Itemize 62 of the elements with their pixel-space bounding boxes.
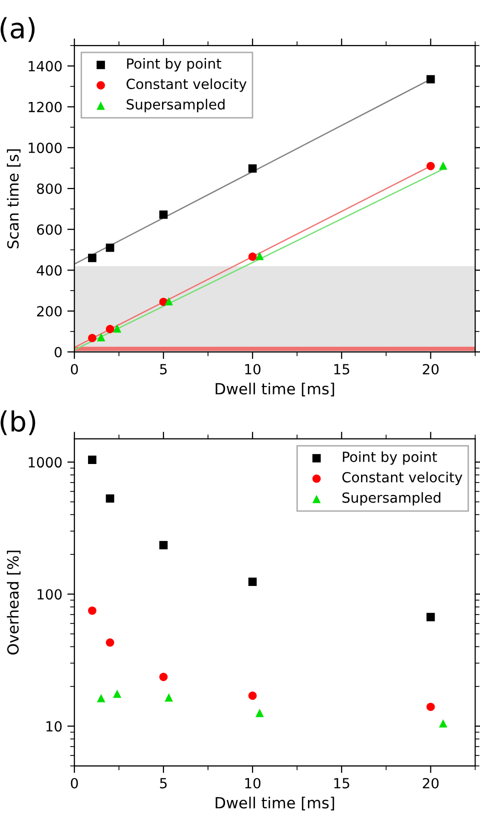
y-tick-label: 800: [37, 183, 62, 194]
legend-label: Point by point: [127, 58, 222, 72]
y-tick-label: 1200: [28, 102, 62, 112]
point: [112, 690, 122, 698]
chart-title: (a): [0, 17, 35, 42]
point: [426, 702, 435, 712]
point: [106, 244, 114, 252]
point: [88, 254, 96, 262]
point: [438, 719, 448, 728]
x-tick-label: 10: [245, 364, 260, 374]
y-tick-label: 100: [38, 589, 62, 600]
point: [426, 75, 435, 84]
point: [248, 164, 257, 173]
legend-label: Constant velocity: [126, 78, 247, 92]
x-tick-label: 20: [422, 364, 439, 374]
point: [88, 334, 96, 342]
point: [426, 162, 435, 170]
point: [426, 612, 435, 622]
point: [164, 693, 173, 702]
legend-label: Supersampled: [342, 492, 440, 506]
y-tick-label: 10: [46, 721, 62, 732]
x-tick-label: 20: [422, 778, 439, 788]
point: [248, 692, 257, 700]
x-tick-label: 10: [245, 778, 260, 788]
y-tick-label: 1400: [28, 60, 62, 72]
point: [248, 578, 257, 586]
point: [248, 252, 257, 261]
point: [164, 297, 173, 306]
point: [88, 606, 96, 615]
legend-label: Supersampled: [126, 98, 225, 112]
point: [159, 672, 168, 682]
x-axis-title: Dwell time [ms]: [216, 796, 334, 810]
y-axis-title: Scan time [s]: [6, 149, 21, 248]
point: [255, 708, 264, 718]
chart-title: (b): [0, 410, 36, 436]
point: [112, 324, 122, 333]
x-tick-label: 0: [70, 364, 78, 374]
point: [106, 324, 114, 334]
point: [438, 161, 448, 170]
y-tick-label: 0: [54, 346, 62, 358]
point: [96, 333, 106, 342]
x-axis-title: Dwell time [ms]: [216, 382, 334, 396]
y-axis-title: Overhead [%]: [6, 550, 21, 654]
point: [159, 540, 168, 550]
legend-label: Constant velocity: [342, 472, 462, 486]
y-tick-label: 200: [37, 306, 62, 317]
x-tick-label: 15: [334, 364, 350, 374]
point: [159, 210, 168, 219]
x-tick-label: 5: [160, 778, 167, 788]
point: [106, 638, 114, 647]
y-tick-label: 1000: [28, 142, 62, 154]
point: [106, 494, 114, 503]
point: [255, 252, 264, 260]
point: [88, 456, 96, 464]
x-tick-label: 15: [334, 778, 350, 788]
y-tick-label: 1000: [28, 457, 62, 468]
x-tick-label: 0: [70, 778, 78, 788]
y-tick-label: 400: [36, 265, 62, 276]
x-tick-label: 5: [160, 364, 167, 374]
y-tick-label: 600: [37, 224, 62, 235]
point: [96, 694, 106, 702]
legend-label: Point by point: [342, 451, 437, 465]
